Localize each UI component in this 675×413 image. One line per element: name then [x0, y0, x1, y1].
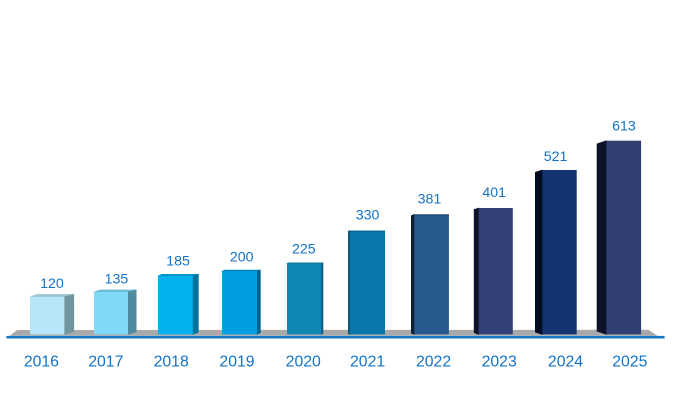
svg-text:120: 120	[40, 276, 64, 292]
svg-text:381: 381	[418, 191, 442, 207]
svg-text:135: 135	[105, 271, 129, 287]
svg-text:185: 185	[166, 254, 190, 270]
svg-text:2025: 2025	[612, 354, 647, 371]
svg-text:401: 401	[482, 185, 506, 201]
svg-text:2024: 2024	[548, 354, 583, 371]
svg-text:2016: 2016	[24, 354, 59, 371]
svg-text:2018: 2018	[154, 354, 189, 371]
svg-text:200: 200	[230, 249, 254, 265]
svg-text:521: 521	[544, 149, 568, 165]
svg-text:2022: 2022	[416, 354, 451, 371]
svg-text:2020: 2020	[286, 354, 321, 371]
svg-text:613: 613	[612, 119, 636, 135]
svg-text:225: 225	[292, 242, 316, 258]
svg-text:330: 330	[356, 207, 380, 223]
svg-text:2021: 2021	[350, 354, 385, 371]
svg-text:2023: 2023	[482, 354, 517, 371]
svg-text:2017: 2017	[88, 354, 123, 371]
svg-text:2019: 2019	[219, 354, 254, 371]
